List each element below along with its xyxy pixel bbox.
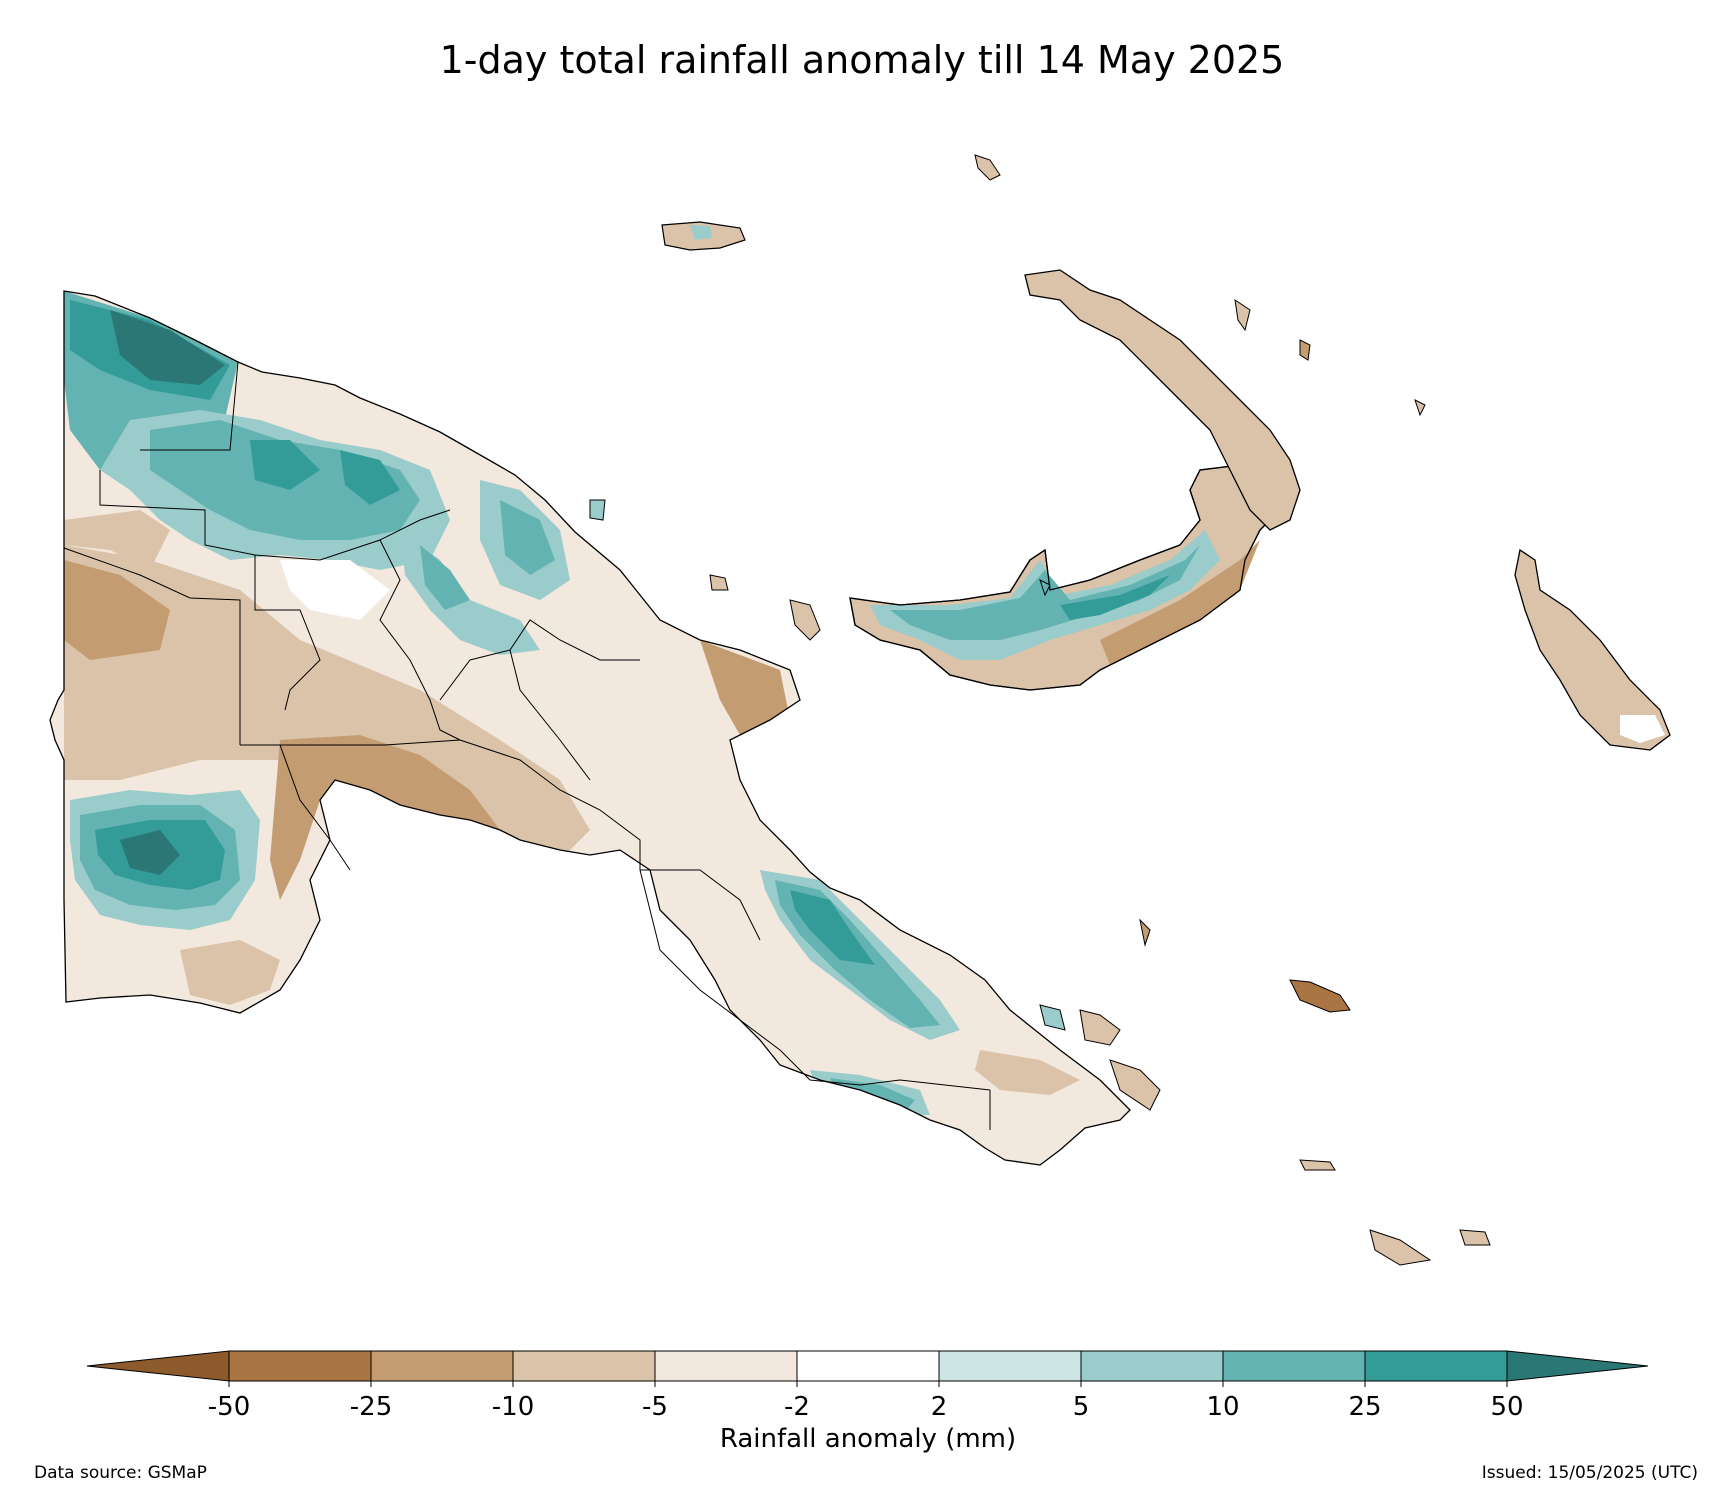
colorbar-tick-label: -5 — [642, 1392, 668, 1422]
colorbar-segment — [938, 1350, 1082, 1382]
colorbar-segment — [654, 1350, 798, 1382]
rainfall-anomaly-map — [49, 154, 1671, 1266]
issued-date: Issued: 15/05/2025 (UTC) — [1481, 1463, 1698, 1483]
colorbar-tick-label: -2 — [784, 1392, 810, 1422]
small-islands — [589, 154, 1491, 1266]
colorbar-tick-label: 10 — [1206, 1392, 1239, 1422]
colorbar-tick-label: -50 — [208, 1392, 250, 1422]
colorbar-segment — [228, 1350, 372, 1382]
island-bougainville — [1514, 548, 1671, 751]
colorbar-segment — [370, 1350, 514, 1382]
colorbar-segment — [796, 1350, 940, 1382]
colorbar-label: Rainfall anomaly (mm) — [720, 1424, 1016, 1454]
colorbar-tick-label: -25 — [350, 1392, 392, 1422]
colorbar-extend-low — [86, 1350, 230, 1382]
colorbar-tick-label: 5 — [1073, 1392, 1090, 1422]
colorbar-segment — [1080, 1350, 1224, 1382]
island-new-ireland — [1024, 269, 1301, 531]
colorbar-segment — [512, 1350, 656, 1382]
data-source: Data source: GSMaP — [34, 1463, 207, 1483]
colorbar-tick-label: 25 — [1348, 1392, 1381, 1422]
province-borders — [63, 361, 991, 1130]
colorbar-segment — [1364, 1350, 1508, 1382]
colorbar-tick-label: -10 — [492, 1392, 534, 1422]
colorbar-tick-label: 50 — [1490, 1392, 1523, 1422]
colorbar-segment — [1222, 1350, 1366, 1382]
colorbar-tick-label: 2 — [931, 1392, 948, 1422]
page-title: 1-day total rainfall anomaly till 14 May… — [439, 38, 1285, 82]
colorbar-extend-high — [1506, 1350, 1649, 1382]
